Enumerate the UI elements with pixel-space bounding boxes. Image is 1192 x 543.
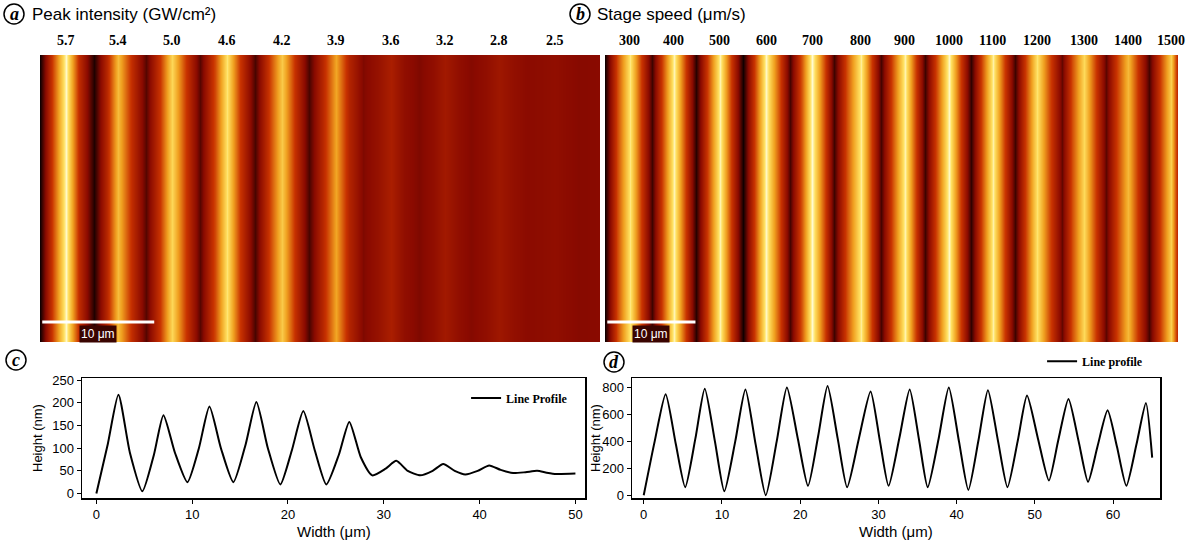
svg-text:0: 0 [640, 507, 647, 522]
svg-text:2.5: 2.5 [546, 33, 564, 48]
svg-text:10 μm: 10 μm [81, 327, 115, 341]
svg-text:400: 400 [663, 33, 684, 48]
svg-text:60: 60 [1106, 507, 1120, 522]
svg-text:600: 600 [602, 407, 624, 422]
svg-text:0: 0 [93, 507, 100, 522]
svg-text:200: 200 [52, 395, 74, 410]
svg-text:50: 50 [59, 463, 73, 478]
svg-text:1300: 1300 [1070, 33, 1098, 48]
svg-text:200: 200 [602, 461, 624, 476]
svg-text:50: 50 [568, 507, 582, 522]
svg-text:3.6: 3.6 [382, 33, 400, 48]
svg-text:1100: 1100 [979, 33, 1006, 48]
svg-text:b: b [576, 4, 585, 24]
svg-text:30: 30 [871, 507, 885, 522]
svg-text:5.4: 5.4 [109, 33, 127, 48]
svg-text:30: 30 [377, 507, 391, 522]
svg-text:0: 0 [617, 488, 624, 503]
svg-text:1200: 1200 [1023, 33, 1051, 48]
svg-text:4.2: 4.2 [273, 33, 291, 48]
svg-text:2.8: 2.8 [490, 33, 508, 48]
svg-text:300: 300 [619, 33, 640, 48]
svg-text:150: 150 [52, 418, 74, 433]
svg-text:100: 100 [52, 441, 74, 456]
svg-text:0: 0 [67, 486, 74, 501]
svg-text:a: a [10, 4, 19, 24]
svg-text:800: 800 [850, 33, 871, 48]
svg-text:Height (nm): Height (nm) [30, 404, 45, 472]
svg-text:50: 50 [1028, 507, 1042, 522]
svg-text:700: 700 [802, 33, 823, 48]
svg-text:20: 20 [793, 507, 807, 522]
svg-text:Height (nm): Height (nm) [588, 404, 603, 472]
svg-text:Width (μm): Width (μm) [859, 523, 933, 540]
svg-text:40: 40 [472, 507, 486, 522]
svg-text:10 μm: 10 μm [634, 327, 668, 341]
svg-text:20: 20 [281, 507, 295, 522]
svg-text:3.2: 3.2 [436, 33, 454, 48]
svg-text:Stage speed (μm/s): Stage speed (μm/s) [597, 5, 746, 24]
svg-text:d: d [609, 352, 619, 372]
svg-text:1000: 1000 [935, 33, 963, 48]
svg-text:Line profile: Line profile [1082, 355, 1143, 369]
svg-text:Width (μm): Width (μm) [297, 523, 371, 540]
svg-text:5.7: 5.7 [57, 33, 75, 48]
svg-text:1500: 1500 [1157, 33, 1185, 48]
svg-text:250: 250 [52, 373, 74, 388]
svg-text:40: 40 [949, 507, 963, 522]
svg-text:5.0: 5.0 [163, 33, 181, 48]
svg-text:800: 800 [602, 380, 624, 395]
svg-text:4.6: 4.6 [218, 33, 236, 48]
svg-text:3.9: 3.9 [327, 33, 345, 48]
svg-text:1400: 1400 [1114, 33, 1142, 48]
svg-text:Peak intensity (GW/cm²): Peak intensity (GW/cm²) [32, 5, 216, 24]
svg-text:500: 500 [709, 33, 730, 48]
svg-text:10: 10 [185, 507, 199, 522]
svg-text:c: c [12, 350, 20, 370]
svg-text:900: 900 [894, 33, 915, 48]
svg-text:Line Profile: Line Profile [506, 392, 567, 406]
svg-text:10: 10 [715, 507, 729, 522]
svg-text:400: 400 [602, 434, 624, 449]
svg-text:600: 600 [756, 33, 777, 48]
